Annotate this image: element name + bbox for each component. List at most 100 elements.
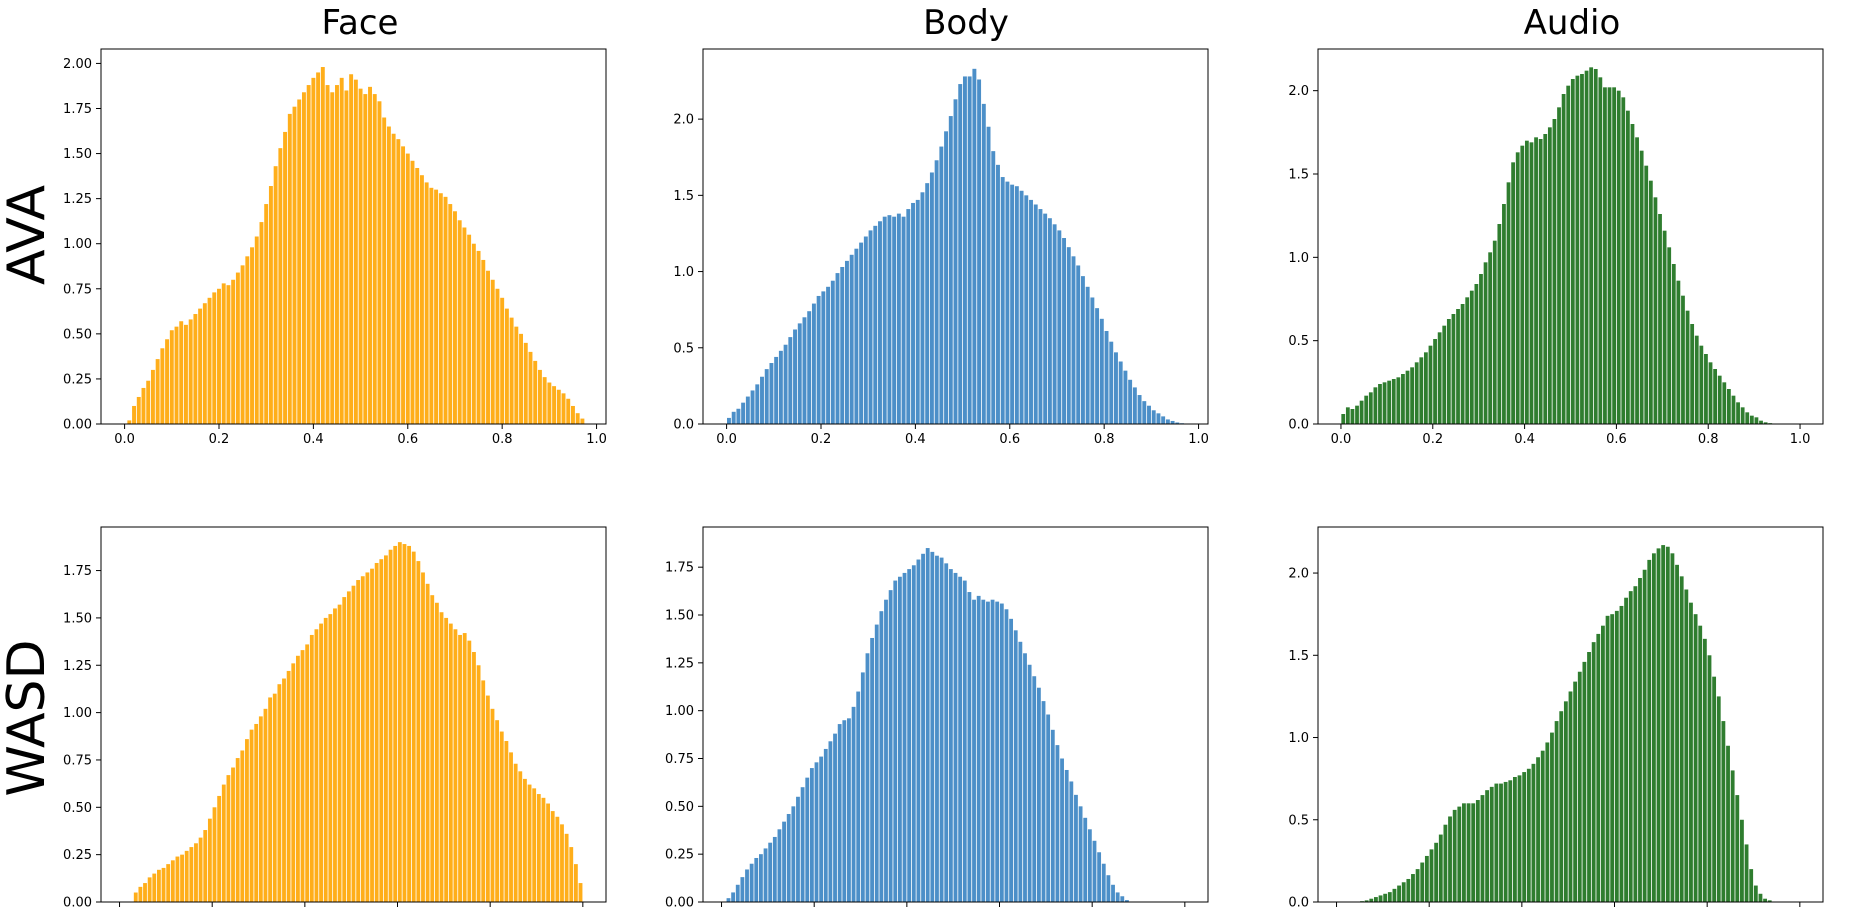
ava-face-bar — [457, 220, 462, 424]
ava-face-bar — [523, 342, 528, 424]
ava-face-bar — [571, 405, 575, 424]
wasd-body-y-tick-label: 0.25 — [665, 848, 694, 863]
ava-face-bar — [391, 133, 396, 425]
ava-audio-bar — [1699, 345, 1704, 424]
ava-audio-bar — [1759, 420, 1763, 424]
ava-audio-bar — [1446, 319, 1451, 424]
ava-audio-bar — [1382, 382, 1387, 424]
ava-audio-bar — [1401, 374, 1405, 424]
ava-face-bar — [537, 369, 542, 424]
wasd-body-bar — [847, 718, 851, 902]
ava-face-bar — [278, 148, 283, 424]
wasd-audio-bar — [1707, 655, 1712, 902]
wasd-body-bar — [990, 599, 995, 902]
ava-audio-bar — [1529, 142, 1534, 424]
wasd-body-y-tick-label: 0.75 — [665, 752, 694, 767]
ava-face-bar — [306, 85, 311, 424]
wasd-audio-bar — [1651, 553, 1656, 902]
ava-audio-bar — [1625, 110, 1630, 425]
wasd-audio-bar — [1526, 768, 1531, 902]
wasd-body-axes-frame — [702, 526, 1209, 903]
ava-audio-x-tick-label: 0.8 — [1698, 432, 1719, 447]
wasd-body-bar — [1125, 900, 1129, 902]
ava-face-bar — [207, 297, 212, 424]
ava-audio-bar — [1359, 400, 1364, 424]
wasd-body-bar — [791, 806, 796, 902]
ava-audio-bar — [1428, 345, 1433, 424]
ava-body-bar — [981, 103, 986, 424]
ava-body-bar — [755, 384, 760, 424]
wasd-body-bar — [1101, 863, 1106, 902]
ava-body-bar — [1109, 341, 1114, 424]
wasd-face-bar — [458, 634, 462, 902]
ava-face-bar — [136, 396, 141, 424]
ava-audio-bar — [1405, 370, 1410, 424]
wasd-face-bar — [499, 731, 504, 902]
ava-body-bar — [859, 242, 864, 424]
wasd-body-bar — [745, 869, 749, 902]
wasd-audio-bar — [1531, 763, 1536, 902]
wasd-audio-y-tick-label: 1.5 — [1288, 649, 1309, 664]
ava-audio-bar — [1736, 402, 1740, 424]
ava-face-bar — [386, 126, 391, 425]
ava-body-bar — [793, 329, 797, 424]
ava-body-bar — [835, 273, 840, 424]
wasd-face-bar — [564, 833, 569, 902]
ava-body-bar — [873, 225, 878, 424]
wasd-face-bar — [143, 883, 147, 902]
ava-face-bar — [410, 160, 415, 424]
ava-body-bar — [802, 317, 807, 424]
wasd-audio-bar — [1758, 893, 1763, 902]
wasd-body-bar — [851, 706, 856, 902]
wasd-audio-bar — [1457, 806, 1462, 902]
wasd-body-bar — [842, 720, 847, 902]
ava-body-bar — [1043, 213, 1048, 424]
wasd-body-bar — [1074, 794, 1078, 902]
ava-audio-bar — [1731, 395, 1736, 424]
ava-face-y-tick-label: 2.00 — [63, 57, 92, 72]
ava-face-bar — [519, 333, 524, 424]
ava-audio-bar — [1566, 85, 1571, 425]
ava-face-bar — [471, 243, 476, 424]
wasd-audio-bar — [1577, 671, 1582, 902]
ava-audio-bar — [1497, 224, 1502, 424]
wasd-body-bar — [999, 603, 1004, 902]
wasd-audio-bar — [1540, 750, 1545, 902]
ava-body-bar — [750, 390, 755, 424]
ava-face-bar — [363, 94, 368, 424]
ava-face-bar — [188, 319, 193, 424]
ava-audio-bar — [1690, 324, 1695, 424]
wasd-face-bar — [203, 830, 208, 902]
wasd-face-bar — [560, 824, 564, 902]
ava-face-bar — [561, 393, 566, 424]
wasd-audio-bar — [1633, 586, 1638, 902]
wasd-audio-bar — [1661, 545, 1666, 902]
ava-audio-bar — [1543, 134, 1548, 424]
ava-audio-bar — [1598, 77, 1603, 424]
ava-audio-bar — [1515, 152, 1520, 424]
wasd-audio-bar — [1397, 885, 1401, 902]
wasd-audio-bar — [1763, 898, 1767, 902]
wasd-body-y-tick-label: 1.25 — [665, 656, 694, 671]
wasd-face-bar — [462, 633, 467, 902]
wasd-face-bar — [518, 771, 523, 902]
wasd-body-bar — [1115, 892, 1120, 902]
wasd-body-bar — [749, 863, 754, 902]
wasd-face-y-tick-label: 1.25 — [63, 659, 92, 674]
wasd-audio-bar — [1411, 874, 1415, 902]
ava-audio-bar — [1524, 140, 1529, 425]
wasd-body-bar — [1027, 664, 1032, 902]
ava-body-bar — [1156, 413, 1161, 424]
ava-body-bar — [882, 216, 887, 424]
ava-audio-y-tick-label: 2.0 — [1288, 84, 1309, 99]
wasd-audio-bar — [1665, 546, 1670, 902]
wasd-body-bar — [1060, 758, 1064, 902]
wasd-face-bar — [268, 697, 273, 902]
wasd-face-bar — [425, 583, 430, 902]
ava-body-x-tick-label: 0.2 — [811, 432, 832, 447]
ava-body-bar — [1019, 190, 1024, 424]
ava-face-bar — [368, 86, 372, 425]
ava-audio-bar — [1635, 137, 1639, 424]
wasd-body-bar — [976, 595, 981, 902]
wasd-body-bar — [1078, 806, 1083, 902]
